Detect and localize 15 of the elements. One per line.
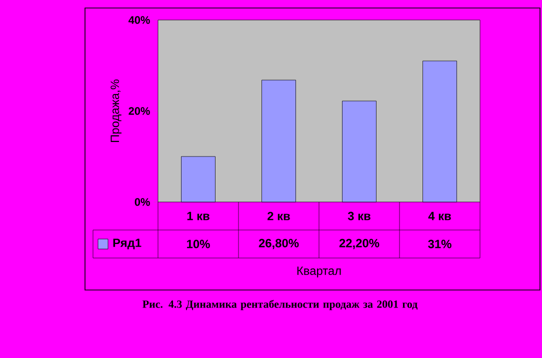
y-axis-title: Продажа,% (110, 79, 122, 142)
y-tick-label: 40% (128, 16, 150, 24)
legend-label: Ряд1 (113, 238, 142, 250)
x-axis-title: Квартал (297, 266, 341, 278)
x-tick-label: 2 кв (268, 212, 290, 220)
y-tick-label: 0% (134, 198, 150, 206)
data-label: 22,20% (339, 238, 380, 250)
text: Рис. 4.3 Динамика рентабельности продаж за 2001 год (142, 300, 418, 310)
y-tick-label: 20% (128, 107, 150, 115)
data-label: 31% (428, 240, 452, 248)
data-label: 26,80% (258, 238, 299, 250)
x-tick-label: 1 кв (187, 212, 210, 220)
x-tick-label: 4 кв (428, 212, 451, 220)
x-tick-label: 3 кв (348, 212, 370, 220)
data-label: 10% (187, 240, 210, 248)
